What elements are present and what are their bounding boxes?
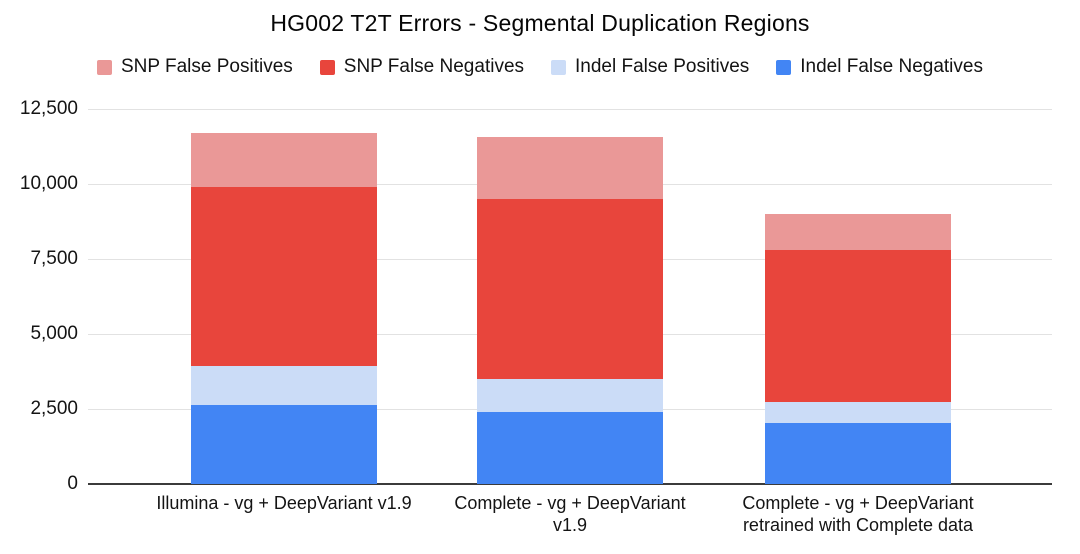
legend-swatch-icon [97, 59, 112, 75]
bar-category-2 [477, 137, 663, 484]
x-axis-label-line: Complete - vg + DeepVariant [454, 493, 686, 513]
bar-segment-snp-false-positives[interactable] [765, 214, 951, 250]
x-axis-label: Complete - vg + DeepVariant v1.9 [415, 492, 725, 536]
bar-category-3 [765, 214, 951, 484]
bar-segment-snp-false-negatives[interactable] [765, 250, 951, 402]
bar-segment-snp-false-positives[interactable] [191, 133, 377, 187]
chart-legend: SNP False Positives SNP False Negatives … [0, 55, 1080, 79]
bar-segment-indel-false-positives[interactable] [765, 401, 951, 423]
legend-item-snp-false-positives: SNP False Positives [97, 56, 293, 78]
bar-segment-snp-false-positives[interactable] [477, 137, 663, 199]
bar-segment-indel-false-positives[interactable] [191, 365, 377, 405]
gridline [88, 109, 1052, 110]
legend-label: SNP False Positives [121, 56, 293, 77]
bar-segment-indel-false-positives[interactable] [477, 378, 663, 412]
legend-item-snp-false-negatives: SNP False Negatives [319, 56, 525, 78]
legend-label: Indel False Negatives [800, 56, 983, 77]
y-tick-label: 7,500 [30, 248, 78, 269]
bar-segment-indel-false-negatives[interactable] [765, 422, 951, 484]
legend-swatch-icon [776, 59, 792, 75]
legend-label: Indel False Positives [575, 56, 750, 77]
bar-segment-snp-false-negatives[interactable] [191, 187, 377, 366]
x-axis-label-line: v1.9 [552, 515, 588, 535]
x-axis-baseline [88, 483, 1052, 485]
x-axis-label-line: Illumina - vg + DeepVariant v1.9 [156, 493, 412, 513]
x-axis-label: Complete - vg + DeepVariant retrained wit… [703, 492, 1013, 536]
x-axis-label: Illumina - vg + DeepVariant v1.9 [129, 492, 439, 514]
bar-segment-snp-false-negatives[interactable] [477, 198, 663, 379]
bar-category-1 [191, 133, 377, 484]
legend-swatch-icon [551, 59, 567, 75]
legend-label: SNP False Negatives [343, 56, 525, 77]
y-tick-label: 12,500 [19, 98, 78, 119]
legend-item-indel-false-negatives: Indel False Negatives [776, 56, 983, 78]
y-tick-label: 5,000 [30, 323, 78, 344]
chart-title: HG002 T2T Errors - Segmental Duplication… [270, 10, 810, 36]
bar-segment-indel-false-negatives[interactable] [191, 404, 377, 484]
bar-segment-indel-false-negatives[interactable] [477, 411, 663, 484]
x-axis-label-line: retrained with Complete data [742, 515, 974, 535]
x-axis-label-line: Complete - vg + DeepVariant [742, 493, 974, 513]
y-tick-label: 10,000 [19, 173, 78, 194]
legend-item-indel-false-positives: Indel False Positives [551, 56, 749, 78]
legend-swatch-icon [319, 59, 335, 75]
y-tick-label: 2,500 [30, 398, 78, 419]
y-tick-label: 0 [67, 473, 78, 494]
